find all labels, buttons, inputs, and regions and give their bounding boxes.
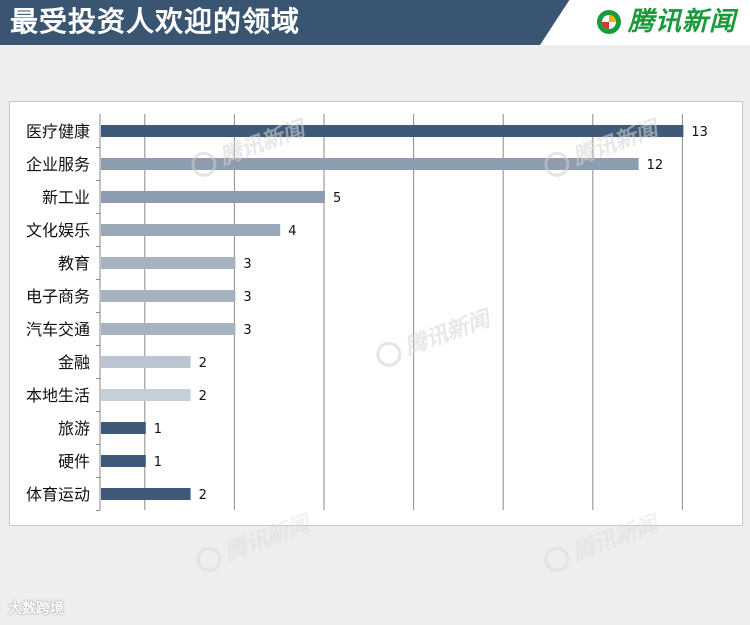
brand-panel (540, 0, 750, 45)
bar (101, 422, 146, 434)
bar (101, 323, 236, 335)
brand-name: 腾讯新闻 (628, 7, 737, 37)
data-label: 2 (199, 488, 207, 503)
data-label: 2 (199, 356, 207, 371)
tencent-news-logo-icon (597, 10, 621, 34)
data-label: 5 (333, 191, 341, 206)
category-label: 旅游 (58, 419, 90, 438)
bar (101, 356, 191, 368)
category-label: 新工业 (42, 188, 90, 207)
bottom-watermark: 大数跨境 (8, 601, 64, 617)
category-label: 本地生活 (26, 386, 90, 405)
data-label: 4 (288, 224, 296, 239)
category-label: 文化娱乐 (26, 221, 90, 240)
data-label: 2 (199, 389, 207, 404)
category-label: 金融 (58, 353, 90, 372)
category-label: 硬件 (58, 452, 90, 471)
category-label: 电子商务 (26, 287, 90, 306)
category-label: 体育运动 (26, 485, 90, 504)
bar (101, 125, 684, 137)
category-label: 医疗健康 (26, 122, 90, 141)
bar (101, 191, 325, 203)
category-label: 汽车交通 (26, 320, 90, 339)
bar (101, 158, 639, 170)
bar (101, 257, 236, 269)
bar (101, 389, 191, 401)
data-label: 1 (154, 455, 162, 470)
data-label: 13 (691, 125, 708, 140)
category-label: 企业服务 (26, 155, 90, 174)
bar (101, 455, 146, 467)
data-label: 3 (243, 257, 251, 272)
page-title: 最受投资人欢迎的领域 (10, 5, 301, 38)
data-label: 3 (243, 290, 251, 305)
bar (101, 290, 236, 302)
bar (101, 224, 281, 236)
category-label: 教育 (58, 254, 90, 273)
data-label: 1 (154, 422, 162, 437)
data-label: 12 (647, 158, 664, 173)
bar (101, 488, 191, 500)
data-label: 3 (243, 323, 251, 338)
